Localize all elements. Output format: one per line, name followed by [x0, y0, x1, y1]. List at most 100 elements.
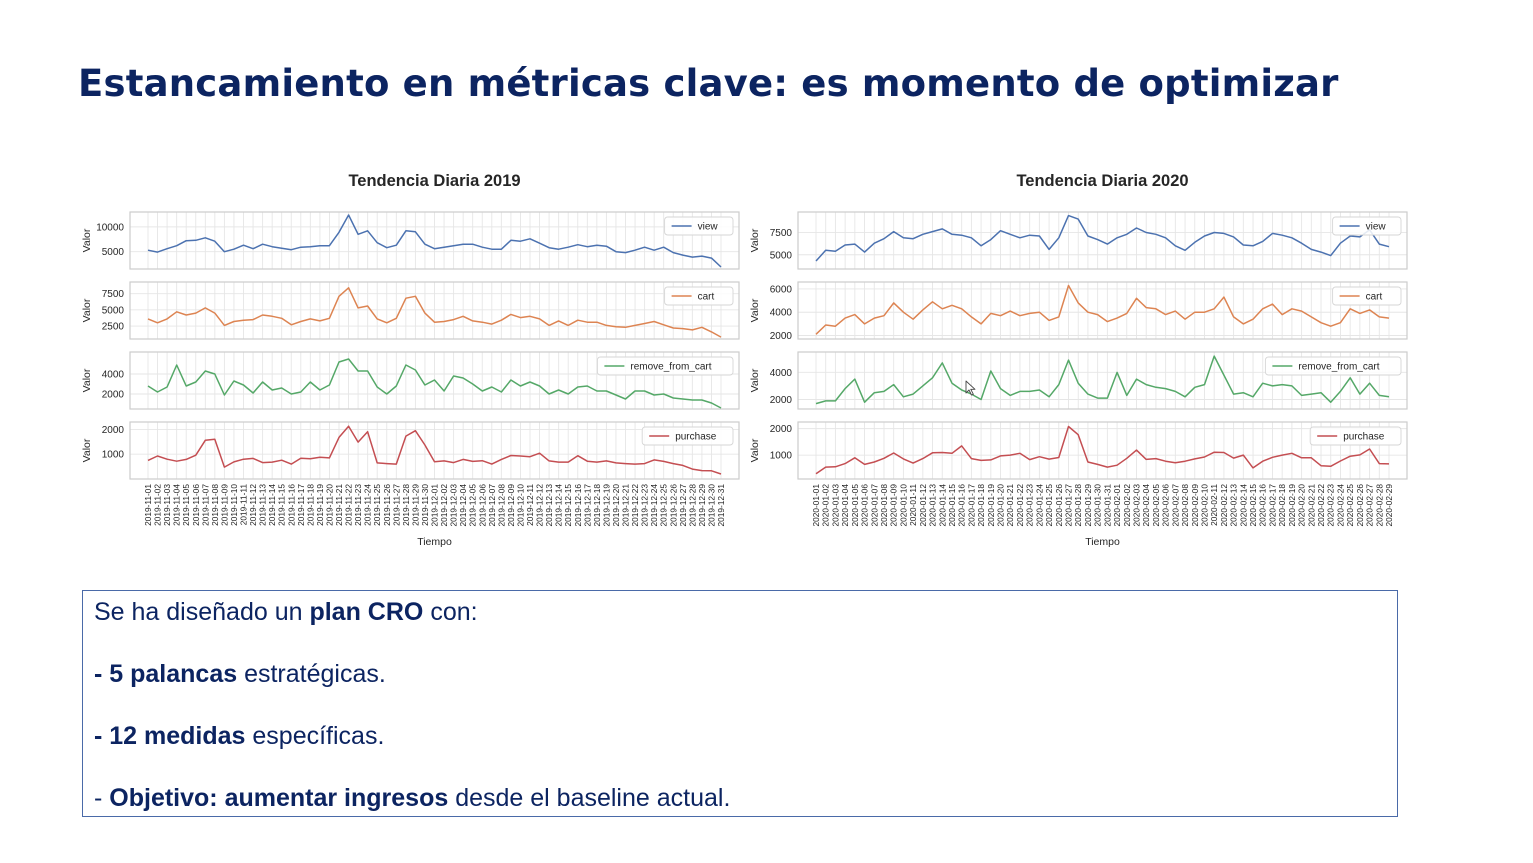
x-tick-label: 2020-01-09 — [889, 484, 899, 527]
legend-box — [664, 286, 734, 306]
panel-frame — [129, 281, 740, 340]
series-line-cart — [147, 287, 722, 338]
panel-frame — [129, 351, 740, 410]
x-tick-label: 2020-02-13 — [1229, 484, 1239, 527]
y-tick-label: 5000 — [102, 247, 125, 258]
x-tick-label: 2020-02-06 — [1161, 484, 1171, 527]
y-tick-label: 4000 — [770, 308, 793, 319]
series-line-purchase — [815, 425, 1390, 475]
y-tick-label: 2000 — [102, 425, 125, 436]
x-tick-label: 2019-12-26 — [668, 484, 678, 527]
x-tick-label: 2019-11-12 — [248, 484, 258, 526]
x-tick-label: 2019-12-31 — [716, 484, 726, 527]
legend-label: purchase — [675, 432, 717, 443]
x-tick-label: 2020-02-23 — [1326, 484, 1336, 527]
y-tick-label: 4000 — [102, 370, 125, 381]
x-tick-label: 2020-02-26 — [1355, 484, 1365, 527]
x-tick-label: 2020-02-20 — [1297, 484, 1307, 527]
x-tick-label: 2019-11-19 — [315, 484, 325, 526]
x-tick-label: 2020-02-18 — [1277, 484, 1287, 527]
legend-label: view — [698, 222, 719, 233]
y-tick-label: 4000 — [770, 368, 793, 379]
chart-2019-svg: Tendencia Diaria 2019 5000 10000 Valor view 2… — [81, 172, 740, 548]
legend-box — [641, 426, 734, 446]
x-tick-label: 2020-01-17 — [966, 484, 976, 527]
x-tick-label: 2019-11-05 — [181, 484, 191, 526]
x-tick-label: 2020-02-16 — [1258, 484, 1268, 527]
series-line-remove_from_cart — [815, 355, 1390, 405]
x-tick-label: 2019-11-18 — [305, 484, 315, 526]
x-tick-label: 2019-11-21 — [334, 484, 344, 526]
chart-2019: Tendencia Diaria 2019 5000 10000 Valor view 2… — [72, 160, 762, 560]
x-tick-label: 2020-01-13 — [928, 484, 938, 527]
x-tick-label: 2020-02-03 — [1132, 484, 1142, 527]
y-axis-label: Valor — [81, 298, 93, 322]
y-tick-label: 2000 — [770, 395, 793, 406]
cro-plan-textbox: Se ha diseñado un plan CRO con: - 5 pala… — [82, 590, 1398, 817]
x-tick-label: 2020-01-26 — [1054, 484, 1064, 527]
x-tick-label: 2019-12-02 — [439, 484, 449, 527]
x-tick-label: 2019-12-05 — [468, 484, 478, 527]
legend-label: cart — [698, 292, 715, 303]
x-tick-label: 2019-11-14 — [267, 484, 277, 526]
x-tick-label: 2020-02-14 — [1238, 484, 1248, 527]
x-tick-label: 2020-01-28 — [1073, 484, 1083, 527]
panel-frame — [129, 421, 740, 480]
panel-frame — [797, 351, 1408, 410]
x-tick-label: 2020-02-07 — [1170, 484, 1180, 527]
x-tick-label: 2019-12-28 — [687, 484, 697, 527]
x-tick-label: 2019-12-03 — [449, 484, 459, 527]
x-tick-label: 2020-02-25 — [1345, 484, 1355, 527]
y-tick-label: 6000 — [770, 284, 793, 295]
x-tick-label: 2019-12-10 — [515, 484, 525, 527]
x-tick-label: 2019-12-14 — [554, 484, 564, 527]
x-tick-label: 2019-12-22 — [630, 484, 640, 527]
x-tick-label: 2020-01-16 — [957, 484, 967, 527]
x-tick-label: 2020-01-25 — [1044, 484, 1054, 527]
legend-box — [1332, 216, 1402, 236]
x-tick-label: 2020-02-05 — [1151, 484, 1161, 527]
legend-purchase: purchase — [1309, 426, 1402, 446]
legend-label: purchase — [1343, 432, 1385, 443]
x-tick-label: 2019-11-10 — [229, 484, 239, 526]
x-tick-label: 2019-11-09 — [219, 484, 229, 526]
series-line-remove_from_cart — [147, 358, 722, 409]
x-axis-label: Tiempo — [1085, 536, 1120, 548]
x-tick-label: 2019-11-13 — [258, 484, 268, 526]
x-tick-label: 2019-11-23 — [353, 484, 363, 526]
x-tick-label: 2020-01-07 — [869, 484, 879, 527]
x-tick-label: 2020-01-29 — [1083, 484, 1093, 527]
objective-line: - Objetivo: aumentar ingresos desde el b… — [94, 784, 731, 812]
y-tick-label: 2000 — [770, 331, 793, 342]
x-tick-label: 2020-02-09 — [1190, 484, 1200, 527]
x-tick-label: 2019-12-04 — [458, 484, 468, 527]
y-tick-label: 10000 — [96, 222, 124, 233]
x-tick-label: 2019-12-13 — [544, 484, 554, 527]
x-tick-label: 2019-11-25 — [372, 484, 382, 526]
panel-frame — [797, 211, 1408, 270]
y-axis-label: Valor — [749, 438, 761, 462]
x-tick-label: 2020-01-06 — [860, 484, 870, 527]
x-tick-label: 2020-01-30 — [1093, 484, 1103, 527]
y-axis-label: Valor — [81, 438, 93, 462]
series-line-view — [815, 214, 1390, 262]
legend-box — [664, 216, 734, 236]
chart-title: Tendencia Diaria 2019 — [348, 172, 520, 190]
x-tick-label: 2019-11-04 — [172, 484, 182, 526]
x-tick-label: 2020-02-24 — [1335, 484, 1345, 527]
x-tick-label: 2019-12-24 — [649, 484, 659, 527]
x-tick-label: 2019-12-06 — [477, 484, 487, 527]
y-axis-label: Valor — [81, 368, 93, 392]
measures-line: - 12 medidas específicas. — [94, 722, 385, 750]
x-tick-label: 2019-12-01 — [430, 484, 440, 527]
series-line-view — [147, 214, 722, 268]
x-axis-label: Tiempo — [417, 536, 452, 548]
legend-view: view — [1332, 216, 1402, 236]
x-tick-label: 2019-11-29 — [410, 484, 420, 526]
legend-remove_from_cart: remove_from_cart — [1264, 356, 1402, 376]
x-tick-label: 2019-11-07 — [200, 484, 210, 526]
chart-title: Tendencia Diaria 2020 — [1016, 172, 1188, 190]
x-tick-label: 2020-01-21 — [1005, 484, 1015, 527]
y-axis-label: Valor — [749, 368, 761, 392]
x-tick-label: 2019-12-08 — [496, 484, 506, 527]
